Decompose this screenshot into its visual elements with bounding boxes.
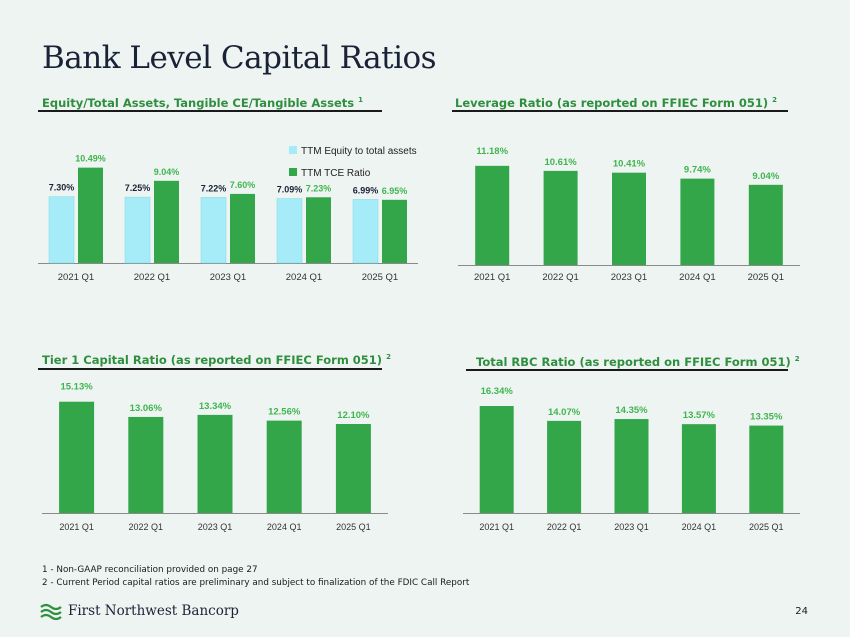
legend-label-tce: TTM TCE Ratio: [301, 168, 371, 179]
chart-4-x-tick: 2025 Q1: [749, 522, 784, 532]
chart-1-footnote-ref: 1: [358, 96, 363, 105]
chart-4-underline: [466, 369, 788, 371]
chart-3-x-tick: 2022 Q1: [129, 522, 164, 532]
chart-4-data-label: 14.35%: [615, 405, 648, 416]
chart-2-data-label: 10.41%: [613, 159, 646, 170]
chart-4-data-label: 13.35%: [750, 412, 783, 423]
equity-bar: [276, 198, 303, 264]
tce-bar: [382, 199, 407, 263]
chart-4-heading-text: Total RBC Ratio (as reported on FFIEC Fo…: [476, 355, 791, 369]
chart-2-bar: [748, 184, 783, 265]
chart-1-heading: Equity/Total Assets, Tangible CE/Tangibl…: [42, 96, 363, 110]
equity-data-label: 7.22%: [201, 183, 227, 193]
chart-4-bar: [547, 420, 582, 513]
brand-name: First Northwest Bancorp: [68, 603, 239, 619]
chart-3-data-label: 15.13%: [60, 382, 93, 393]
chart-4-data-label: 16.34%: [481, 386, 514, 397]
chart-1-underline: [38, 110, 382, 112]
tce-data-label: 7.23%: [306, 183, 332, 193]
chart-4-data-label: 13.57%: [683, 410, 716, 421]
chart-2-data-label: 11.18%: [476, 146, 508, 157]
chart-1-x-tick: 2022 Q1: [134, 272, 170, 283]
chart-3-x-tick: 2021 Q1: [59, 522, 94, 532]
chart-2-bar: [475, 165, 510, 265]
chart-3-x-tick: 2025 Q1: [336, 522, 371, 532]
tce-bar: [306, 197, 331, 263]
chart-3-heading-text: Tier 1 Capital Ratio (as reported on FFI…: [42, 353, 383, 367]
tce-bar: [78, 167, 103, 263]
chart-2-x-tick: 2024 Q1: [679, 272, 715, 283]
chart-4-bar: [749, 425, 784, 513]
chart-3-bar: [128, 416, 164, 513]
chart-4-bar: [479, 406, 514, 513]
chart-2-bar: [680, 178, 715, 265]
chart-4-x-tick: 2023 Q1: [614, 522, 649, 532]
chart-3-footnote-ref: 2: [386, 353, 391, 362]
equity-data-label: 7.25%: [125, 183, 151, 193]
chart-2-x-tick: 2021 Q1: [474, 272, 510, 283]
equity-data-label: 7.30%: [49, 183, 75, 193]
legend-swatch-tce: [289, 168, 297, 176]
chart-4-heading: Total RBC Ratio (as reported on FFIEC Fo…: [476, 355, 800, 369]
chart-1-x-tick: 2024 Q1: [286, 272, 322, 283]
chart-4-footnote-ref: 2: [794, 355, 800, 364]
chart-3-data-label: 12.56%: [268, 407, 301, 418]
legend-label-equity: TTM Equity to total assets: [301, 146, 417, 157]
tce-bar: [154, 180, 179, 263]
chart-3-heading: Tier 1 Capital Ratio (as reported on FFI…: [42, 353, 391, 367]
chart-3-bar: [197, 414, 233, 513]
chart-2-footnote-ref: 2: [772, 96, 778, 105]
tce-data-label: 7.60%: [230, 180, 256, 190]
equity-bar: [48, 196, 75, 264]
chart-2-bar: [612, 172, 646, 265]
page-number: 24: [795, 606, 808, 617]
chart-2-heading-text: Leverage Ratio (as reported on FFIEC For…: [455, 96, 769, 110]
legend-swatch-equity: [289, 146, 297, 154]
tce-data-label: 6.95%: [382, 186, 408, 196]
equity-bar: [124, 196, 151, 264]
chart-3-bar: [59, 401, 95, 513]
chart-3-bar: [266, 420, 302, 513]
chart-1-x-tick: 2021 Q1: [58, 272, 94, 283]
chart-2-x-tick: 2022 Q1: [542, 272, 578, 283]
equity-bar: [352, 199, 379, 264]
chart-2-underline: [452, 110, 788, 112]
chart-3-bar: [335, 424, 371, 513]
tce-data-label: 9.04%: [154, 167, 180, 177]
chart-3-data-label: 13.06%: [130, 403, 163, 414]
chart-2-x-tick: 2023 Q1: [611, 272, 647, 283]
chart-2-data-label: 9.74%: [684, 165, 711, 176]
tce-data-label: 10.49%: [75, 154, 106, 164]
chart-2-heading: Leverage Ratio (as reported on FFIEC For…: [455, 96, 777, 110]
chart-3-data-label: 13.34%: [199, 401, 232, 412]
tce-bar: [230, 193, 255, 263]
chart-1-x-tick: 2025 Q1: [362, 272, 398, 283]
chart-3-data-label: 12.10%: [337, 410, 370, 421]
chart-4-x-tick: 2022 Q1: [547, 522, 582, 532]
chart-4-x-tick: 2021 Q1: [479, 522, 514, 532]
wave-logo-icon: [40, 603, 62, 621]
footnote-2: 2 - Current Period capital ratios are pr…: [42, 578, 470, 588]
equity-data-label: 7.09%: [277, 185, 303, 195]
equity-bar: [200, 197, 227, 264]
chart-2-x-tick: 2025 Q1: [748, 272, 784, 283]
chart-2-data-label: 9.04%: [752, 171, 779, 182]
chart-4-bar: [681, 424, 716, 513]
chart-4-data-label: 14.07%: [548, 407, 581, 418]
chart-1-x-tick: 2023 Q1: [210, 272, 246, 283]
chart-3-underline: [38, 368, 382, 370]
chart-1-heading-text: Equity/Total Assets, Tangible CE/Tangibl…: [42, 96, 355, 110]
equity-data-label: 6.99%: [353, 185, 379, 195]
page-title: Bank Level Capital Ratios: [42, 40, 437, 76]
chart-4-x-tick: 2024 Q1: [682, 522, 717, 532]
chart-3-x-tick: 2024 Q1: [267, 522, 302, 532]
brand-logo: First Northwest Bancorp: [40, 601, 239, 621]
chart-4-bar: [614, 419, 649, 513]
chart-3-x-tick: 2023 Q1: [198, 522, 233, 532]
chart-2-bar: [543, 170, 578, 265]
footnote-1: 1 - Non-GAAP reconciliation provided on …: [42, 565, 258, 575]
chart-2-data-label: 10.61%: [544, 157, 577, 168]
